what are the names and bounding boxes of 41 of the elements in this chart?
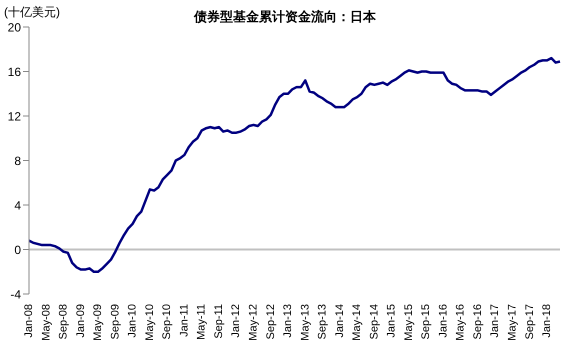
x-tick-label: May-09 <box>92 304 104 341</box>
x-tick-label: Jan-09 <box>74 304 87 338</box>
x-tick-label: Jan-11 <box>178 304 190 337</box>
x-tick-label: May-12 <box>247 304 260 341</box>
x-tick-label: Jan-13 <box>282 304 294 338</box>
x-tick-label: Jan-10 <box>126 304 139 338</box>
x-tick-label: May-14 <box>351 304 364 341</box>
y-tick-label: 20 <box>8 20 22 34</box>
y-tick-label: 8 <box>14 154 22 168</box>
x-tick-label: Sep-12 <box>264 304 277 340</box>
chart-title: 债券型基金累计资金流向：日本 <box>194 9 376 24</box>
y-tick-label: -4 <box>10 287 22 302</box>
x-tick-label: Jan-15 <box>386 304 398 338</box>
x-tick-label: May-10 <box>144 304 156 341</box>
x-tick-label: Jan-17 <box>489 304 502 338</box>
line-series <box>28 56 562 273</box>
x-tick-label: Sep-17 <box>524 304 536 340</box>
x-tick-label: Sep-08 <box>58 304 70 340</box>
x-tick-label: Jan-14 <box>334 304 346 338</box>
x-tick-label: Sep-11 <box>212 304 225 339</box>
x-tick-label: Sep-14 <box>368 304 380 340</box>
x-tick-label: Sep-15 <box>420 304 432 340</box>
x-tick-label: May-13 <box>299 304 312 341</box>
x-tick-label: May-11 <box>196 304 208 340</box>
x-tick-label: Jan-12 <box>230 304 242 338</box>
x-tick-label: Sep-09 <box>109 304 122 340</box>
x-tick-label: Jan-18 <box>541 304 554 338</box>
x-tick-label: May-17 <box>506 304 519 341</box>
y-tick-label: 0 <box>14 242 22 257</box>
y-tick-label: 4 <box>14 198 22 212</box>
x-tick-label: May-15 <box>402 304 415 341</box>
x-tick-label: Sep-13 <box>316 304 329 340</box>
x-tick-label: Jan-08 <box>23 304 35 338</box>
x-tick-label: May-16 <box>454 304 467 341</box>
x-tick-label: Sep-10 <box>161 304 174 340</box>
x-tick-label: May-08 <box>40 304 52 341</box>
y-tick-label: 12 <box>8 109 22 124</box>
y-axis-title: (十亿美元) <box>4 4 60 21</box>
x-tick-label: Jan-16 <box>437 304 450 338</box>
y-tick-label: 16 <box>8 64 22 79</box>
x-tick-label: Sep-16 <box>472 304 484 340</box>
